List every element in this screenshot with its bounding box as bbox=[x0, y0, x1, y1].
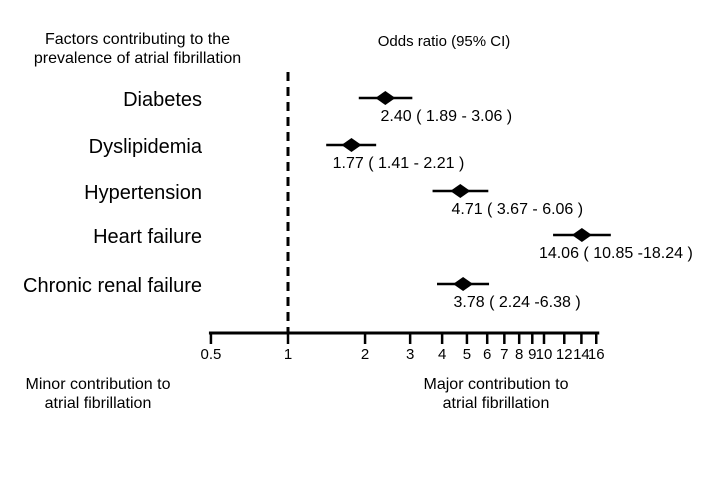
x-axis-tick-label: 3 bbox=[406, 346, 414, 363]
odds-ratio-value-label: 3.78 ( 2.24 -6.38 ) bbox=[453, 294, 580, 311]
odds-ratio-column-header: Odds ratio (95% CI) bbox=[377, 33, 511, 50]
x-axis-tick-label: 14 bbox=[573, 346, 590, 363]
x-axis-tick-label: 4 bbox=[438, 346, 446, 363]
x-axis-tick-label: 7 bbox=[500, 346, 508, 363]
major-contribution-line1: Major contribution to bbox=[423, 376, 569, 393]
minor-contribution-annotation: Minor contribution to atrial fibrillatio… bbox=[0, 375, 198, 413]
category-label-hypertension: Hypertension bbox=[84, 182, 202, 204]
major-contribution-annotation: Major contribution to atrial fibrillatio… bbox=[396, 375, 596, 413]
odds-ratio-diamond bbox=[450, 184, 471, 198]
odds-ratio-value-label: 1.77 ( 1.41 - 2.21 ) bbox=[333, 155, 465, 172]
x-axis-tick-label: 0.5 bbox=[201, 346, 222, 363]
x-axis-tick-label: 9 bbox=[528, 346, 536, 363]
x-axis-tick-label: 6 bbox=[483, 346, 491, 363]
figure-title-line1: Factors contributing to the bbox=[45, 31, 230, 48]
x-axis-tick-label: 8 bbox=[515, 346, 523, 363]
category-label-dyslipidemia: Dyslipidemia bbox=[88, 136, 202, 158]
minor-contribution-line1: Minor contribution to bbox=[25, 376, 171, 393]
odds-ratio-value-label: 4.71 ( 3.67 - 6.06 ) bbox=[451, 201, 583, 218]
odds-ratio-diamond bbox=[453, 277, 474, 291]
category-label-heart-failure: Heart failure bbox=[93, 226, 202, 248]
odds-ratio-value-label: 2.40 ( 1.89 - 3.06 ) bbox=[381, 108, 513, 125]
major-contribution-line2: atrial fibrillation bbox=[442, 395, 550, 412]
odds-ratio-diamond bbox=[375, 91, 396, 105]
minor-contribution-line2: atrial fibrillation bbox=[44, 395, 152, 412]
odds-ratio-value-label: 14.06 ( 10.85 -18.24 ) bbox=[539, 245, 693, 262]
x-axis-tick-label: 16 bbox=[588, 346, 605, 363]
odds-ratio-diamond bbox=[341, 138, 362, 152]
figure-title-line2: prevalence of atrial fibrillation bbox=[33, 50, 242, 67]
figure-title: Factors contributing to the prevalence o… bbox=[30, 30, 245, 68]
category-label-diabetes: Diabetes bbox=[123, 89, 202, 111]
x-axis-tick-label: 5 bbox=[463, 346, 471, 363]
x-axis-tick-label: 1 bbox=[284, 346, 292, 363]
x-axis-tick-label: 10 bbox=[536, 346, 553, 363]
odds-ratio-diamond bbox=[571, 228, 592, 242]
x-axis-tick-label: 2 bbox=[361, 346, 369, 363]
x-axis-tick-label: 12 bbox=[556, 346, 573, 363]
category-label-chronic-renal-failure: Chronic renal failure bbox=[23, 275, 202, 297]
